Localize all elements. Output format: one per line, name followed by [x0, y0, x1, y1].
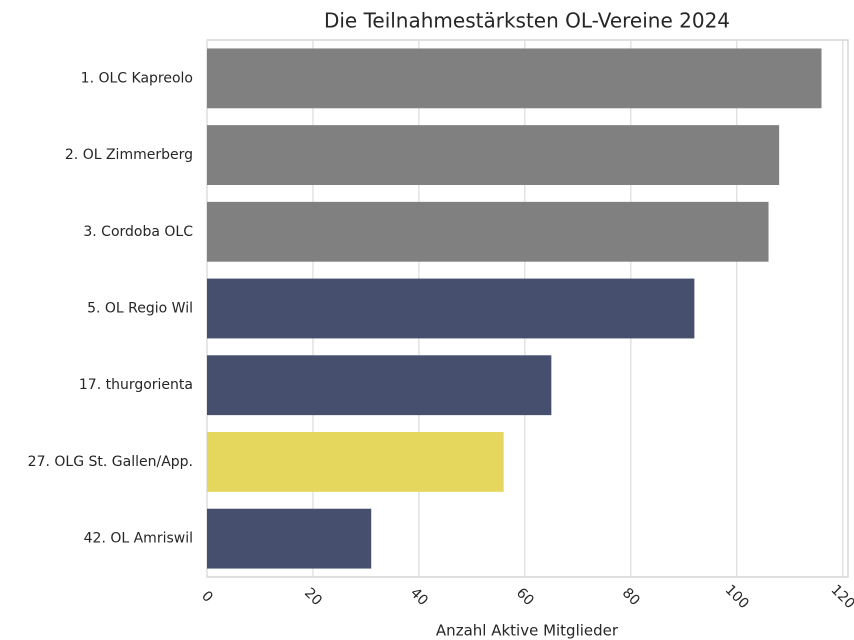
x-axis-label: Anzahl Aktive Mitglieder — [436, 622, 619, 640]
bar — [207, 508, 372, 569]
y-tick-label: 2. OL Zimmerberg — [65, 147, 193, 163]
y-tick-label: 17. thurgorienta — [79, 377, 193, 393]
y-tick-label: 1. OLC Kapreolo — [81, 70, 193, 86]
y-tick-label: 5. OL Regio Wil — [87, 301, 193, 317]
x-tick-label: 60 — [513, 585, 537, 609]
x-tick-label: 40 — [407, 585, 431, 609]
bar — [207, 125, 780, 185]
bar — [207, 201, 769, 262]
x-tick-label: 100 — [722, 582, 752, 612]
bar — [207, 278, 695, 339]
bar — [207, 48, 822, 109]
chart-title: Die Teilnahmestärksten OL-Vereine 2024 — [324, 9, 730, 33]
y-tick-label: 27. OLG St. Gallen/App. — [28, 454, 193, 470]
x-tick-label: 80 — [619, 585, 643, 609]
bar — [207, 432, 504, 492]
x-tick-label: 20 — [301, 585, 325, 609]
y-tick-label: 42. OL Amriswil — [84, 531, 193, 547]
bar — [207, 355, 552, 416]
x-tick-label: 0 — [198, 588, 216, 606]
x-tick-label: 120 — [828, 582, 854, 612]
y-tick-label: 3. Cordoba OLC — [83, 224, 193, 240]
